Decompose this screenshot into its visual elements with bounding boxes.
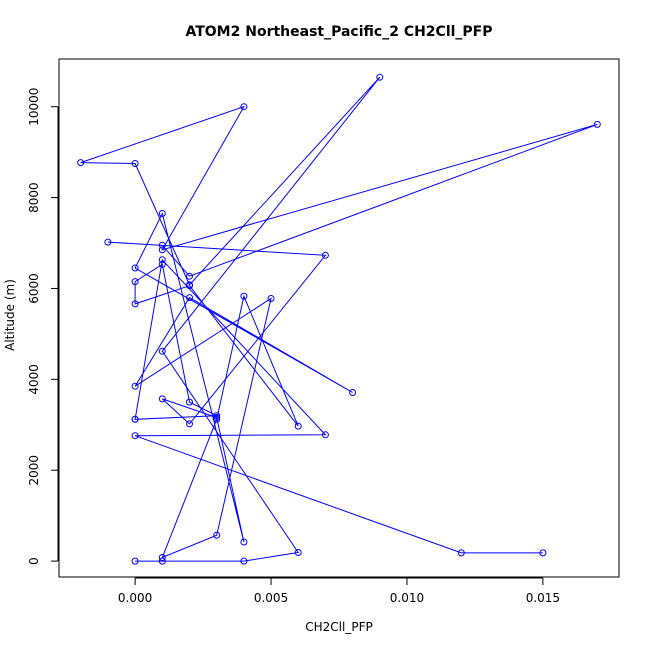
data-point: [240, 103, 248, 111]
y-axis-label: Altitude (m): [3, 279, 17, 351]
data-point: [131, 264, 139, 272]
series: [77, 73, 601, 565]
data-point: [158, 347, 166, 355]
data-point: [186, 272, 193, 280]
data-point: [186, 420, 193, 428]
data-point: [294, 422, 302, 430]
data-point: [104, 238, 112, 246]
data-point: [267, 295, 275, 302]
x-axis: 0.000 0.005 0.010 0.015: [118, 577, 560, 605]
data-point: [158, 246, 166, 254]
data-point: [213, 414, 221, 421]
data-point: [539, 549, 547, 557]
data-point: [240, 557, 248, 565]
x-axis-label: CH2Cll_PFP: [305, 620, 372, 634]
data-point: [158, 395, 166, 403]
data-point: [131, 557, 139, 565]
data-point: [186, 398, 193, 406]
data-point: [131, 432, 139, 440]
data-point: [186, 294, 193, 302]
data-point: [158, 256, 166, 264]
chart-title: ATOM2 Northeast_Pacific_2 CH2Cll_PFP: [185, 24, 492, 40]
x-tick-label: 0.015: [526, 591, 560, 605]
y-tick-label: 10000: [27, 88, 41, 126]
plot-area: [58, 58, 620, 578]
data-point: [158, 557, 166, 565]
data-point: [457, 549, 465, 557]
data-point: [349, 389, 357, 396]
data-point: [376, 73, 384, 81]
y-tick-label: 8000: [27, 182, 41, 213]
data-point: [131, 160, 139, 167]
data-point: [593, 120, 601, 128]
y-axis: 0 2000 4000 6000 8000 10000: [27, 88, 59, 565]
data-point: [77, 159, 85, 167]
y-tick-label: 6000: [27, 273, 41, 304]
plot-frame: [58, 58, 620, 578]
data-point: [131, 382, 139, 390]
data-point: [240, 538, 248, 546]
data-point: [213, 531, 221, 539]
data-point: [158, 210, 166, 217]
data-point: [240, 292, 248, 300]
data-point: [186, 281, 193, 289]
data-point: [158, 554, 166, 561]
data-point: [158, 260, 166, 268]
data-point: [321, 251, 329, 259]
y-tick-label: 0: [27, 557, 41, 565]
data-point: [294, 549, 302, 556]
series-line: [80, 76, 598, 562]
y-tick-label: 2000: [27, 455, 41, 486]
y-tick-label: 4000: [27, 364, 41, 395]
x-tick-label: 0.000: [118, 591, 152, 605]
data-point: [321, 431, 329, 439]
x-tick-label: 0.010: [390, 591, 424, 605]
x-tick-label: 0.005: [254, 591, 288, 605]
data-point: [158, 241, 166, 249]
data-point: [131, 300, 139, 308]
data-point: [131, 278, 139, 286]
data-point: [131, 415, 139, 423]
